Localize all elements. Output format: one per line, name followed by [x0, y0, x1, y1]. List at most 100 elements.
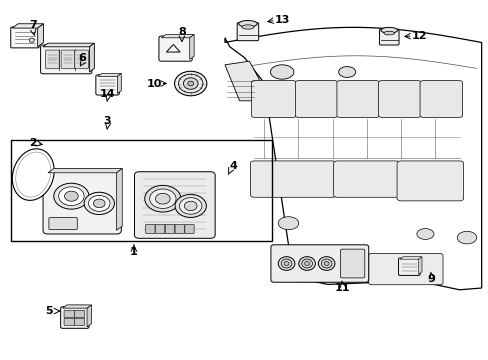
FancyBboxPatch shape — [184, 224, 194, 234]
Polygon shape — [38, 24, 43, 47]
Ellipse shape — [178, 74, 203, 93]
Ellipse shape — [84, 192, 114, 215]
Ellipse shape — [321, 259, 331, 268]
Polygon shape — [48, 168, 122, 173]
Ellipse shape — [88, 195, 110, 211]
Ellipse shape — [155, 193, 170, 204]
Ellipse shape — [29, 38, 34, 42]
FancyBboxPatch shape — [96, 75, 119, 95]
Ellipse shape — [184, 201, 197, 211]
FancyBboxPatch shape — [43, 169, 121, 234]
Polygon shape — [161, 35, 194, 38]
Text: 4: 4 — [229, 161, 237, 171]
FancyBboxPatch shape — [419, 81, 462, 117]
FancyBboxPatch shape — [11, 27, 39, 48]
FancyBboxPatch shape — [298, 256, 332, 282]
FancyBboxPatch shape — [155, 224, 164, 234]
Ellipse shape — [278, 217, 298, 230]
Text: 14: 14 — [100, 89, 115, 99]
Polygon shape — [399, 257, 421, 259]
Ellipse shape — [416, 229, 433, 239]
FancyBboxPatch shape — [378, 81, 420, 117]
FancyBboxPatch shape — [64, 318, 74, 325]
Ellipse shape — [270, 65, 293, 79]
FancyBboxPatch shape — [134, 172, 215, 238]
Ellipse shape — [318, 257, 334, 270]
FancyBboxPatch shape — [61, 307, 89, 328]
Text: 1: 1 — [130, 247, 138, 257]
Text: 8: 8 — [178, 27, 185, 37]
FancyBboxPatch shape — [250, 161, 336, 197]
FancyBboxPatch shape — [270, 245, 368, 282]
FancyBboxPatch shape — [74, 310, 84, 318]
Polygon shape — [98, 73, 121, 76]
Ellipse shape — [144, 185, 181, 212]
Ellipse shape — [93, 199, 105, 208]
Ellipse shape — [301, 259, 312, 268]
Polygon shape — [89, 43, 94, 72]
Ellipse shape — [298, 257, 315, 270]
FancyBboxPatch shape — [61, 50, 75, 69]
Text: 11: 11 — [334, 283, 349, 293]
Text: 2: 2 — [29, 138, 37, 148]
Ellipse shape — [64, 191, 78, 201]
Text: 3: 3 — [103, 116, 111, 126]
Polygon shape — [62, 305, 91, 308]
FancyBboxPatch shape — [145, 224, 155, 234]
Ellipse shape — [281, 259, 291, 268]
Polygon shape — [116, 168, 122, 230]
Polygon shape — [12, 24, 43, 28]
Text: 13: 13 — [274, 15, 289, 25]
Ellipse shape — [304, 261, 309, 266]
Ellipse shape — [179, 198, 202, 214]
FancyBboxPatch shape — [159, 36, 192, 61]
Polygon shape — [224, 27, 481, 290]
Ellipse shape — [383, 31, 394, 35]
Ellipse shape — [380, 27, 397, 33]
FancyBboxPatch shape — [165, 224, 174, 234]
Ellipse shape — [238, 21, 257, 27]
Ellipse shape — [149, 189, 176, 208]
Text: 6: 6 — [78, 53, 86, 63]
Ellipse shape — [174, 71, 206, 96]
Polygon shape — [87, 305, 91, 327]
FancyBboxPatch shape — [64, 310, 74, 318]
FancyBboxPatch shape — [398, 258, 419, 275]
FancyBboxPatch shape — [74, 318, 84, 325]
Ellipse shape — [338, 67, 355, 77]
Ellipse shape — [54, 183, 89, 209]
Ellipse shape — [187, 81, 193, 86]
FancyBboxPatch shape — [396, 161, 463, 201]
Text: 12: 12 — [411, 31, 427, 41]
FancyBboxPatch shape — [379, 29, 398, 45]
FancyBboxPatch shape — [41, 45, 92, 74]
Polygon shape — [117, 73, 121, 94]
Text: 7: 7 — [29, 20, 37, 30]
Polygon shape — [224, 61, 259, 101]
FancyBboxPatch shape — [333, 161, 399, 197]
Ellipse shape — [284, 261, 288, 266]
Ellipse shape — [278, 257, 294, 270]
Ellipse shape — [175, 194, 206, 217]
Ellipse shape — [183, 78, 198, 89]
FancyBboxPatch shape — [49, 217, 77, 230]
Polygon shape — [43, 43, 94, 47]
Polygon shape — [418, 257, 421, 274]
FancyBboxPatch shape — [295, 81, 337, 117]
FancyBboxPatch shape — [340, 249, 364, 278]
FancyBboxPatch shape — [336, 81, 379, 117]
Text: 9: 9 — [427, 274, 434, 284]
Text: 10: 10 — [146, 78, 162, 89]
FancyBboxPatch shape — [45, 50, 59, 69]
FancyBboxPatch shape — [368, 253, 442, 285]
FancyBboxPatch shape — [175, 224, 184, 234]
Text: 5: 5 — [45, 306, 53, 316]
Polygon shape — [12, 149, 54, 201]
FancyBboxPatch shape — [75, 50, 88, 69]
Ellipse shape — [59, 187, 84, 206]
FancyBboxPatch shape — [251, 81, 296, 117]
Ellipse shape — [242, 25, 253, 29]
Polygon shape — [189, 35, 194, 59]
Ellipse shape — [324, 261, 328, 266]
Ellipse shape — [456, 231, 476, 244]
